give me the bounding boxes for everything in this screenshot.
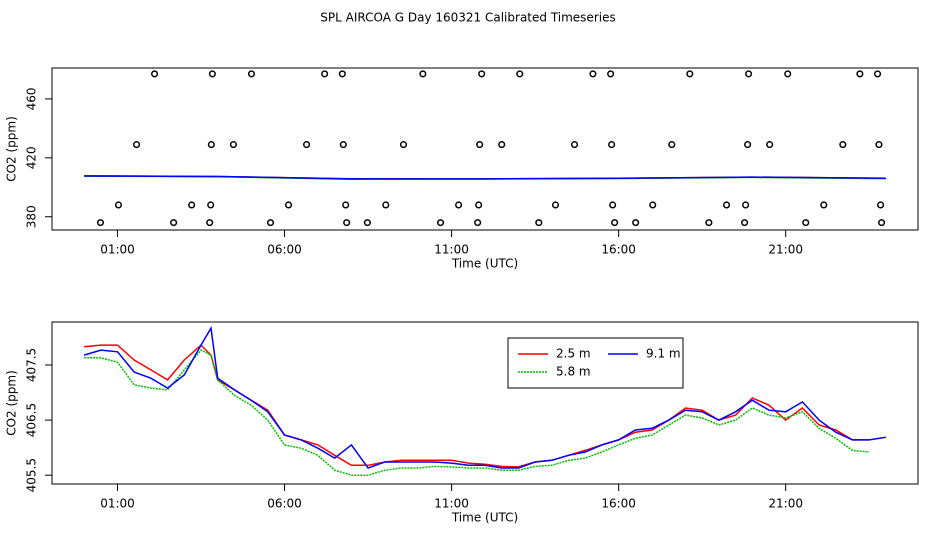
point — [649, 201, 657, 209]
point — [266, 219, 275, 227]
point — [877, 201, 885, 209]
point — [339, 141, 347, 149]
y-tick-label: 380 — [25, 205, 39, 228]
series-line — [84, 175, 886, 180]
point — [745, 70, 753, 78]
legend-label: 5.8 m — [556, 365, 591, 379]
point — [455, 201, 463, 209]
legend-label: 9.1 m — [646, 347, 681, 361]
point — [570, 141, 579, 149]
point — [820, 201, 828, 209]
point — [321, 70, 329, 78]
point — [170, 219, 178, 227]
legend-box — [507, 337, 684, 389]
point — [114, 201, 123, 209]
point — [535, 219, 543, 227]
y-axis-label: CO2 (ppm) — [5, 116, 19, 182]
point — [686, 70, 694, 78]
point — [741, 219, 749, 227]
point — [723, 201, 731, 209]
x-tick-label: 16:00 — [601, 243, 636, 257]
point — [498, 141, 506, 149]
plot-frame — [51, 321, 919, 485]
point — [476, 141, 484, 149]
point — [475, 201, 483, 209]
x-tick-label: 11:00 — [434, 497, 469, 511]
point — [478, 70, 486, 78]
point — [419, 70, 427, 78]
point — [342, 201, 350, 209]
point — [878, 219, 886, 227]
point — [437, 219, 445, 227]
x-tick-label: 21:00 — [768, 243, 803, 257]
point — [802, 219, 810, 227]
point — [338, 70, 346, 78]
plot-frame — [51, 67, 919, 231]
y-tick-label: 420 — [25, 146, 39, 169]
series-line — [84, 349, 870, 476]
point — [705, 219, 713, 227]
point — [399, 141, 408, 149]
point — [551, 201, 560, 209]
point — [875, 141, 883, 149]
point — [303, 141, 311, 149]
x-axis-label: Time (UTC) — [451, 511, 518, 525]
point — [609, 201, 617, 209]
point — [589, 70, 597, 78]
point — [608, 141, 616, 149]
point — [188, 201, 196, 209]
point — [766, 141, 774, 149]
point — [839, 141, 847, 149]
y-tick-label: 460 — [25, 87, 39, 110]
point — [668, 141, 676, 149]
point — [247, 70, 256, 78]
series-line — [84, 344, 870, 468]
point — [343, 219, 351, 227]
point — [382, 201, 390, 209]
point — [744, 141, 752, 149]
y-axis-label: CO2 (ppm) — [5, 370, 19, 436]
chart-title: SPL AIRCOA G Day 160321 Calibrated Times… — [320, 11, 615, 25]
point — [516, 70, 524, 78]
point — [284, 201, 293, 209]
point — [742, 201, 750, 209]
point — [208, 70, 216, 78]
point — [607, 70, 615, 78]
x-tick-label: 06:00 — [267, 243, 302, 257]
point — [207, 201, 215, 209]
x-tick-label: 21:00 — [768, 497, 803, 511]
legend-label: 2.5 m — [556, 347, 591, 361]
point — [229, 141, 237, 149]
point — [856, 70, 864, 78]
point — [611, 219, 619, 227]
point — [96, 219, 104, 227]
x-axis-label: Time (UTC) — [451, 257, 518, 271]
point — [132, 141, 141, 149]
point — [151, 70, 159, 78]
point — [874, 70, 882, 78]
point — [632, 219, 640, 227]
y-tick-label: 407.5 — [25, 348, 39, 382]
point — [207, 141, 215, 149]
x-tick-label: 01:00 — [100, 243, 135, 257]
y-tick-label: 406.5 — [25, 403, 39, 437]
x-tick-label: 11:00 — [434, 243, 469, 257]
x-tick-label: 16:00 — [601, 497, 636, 511]
y-tick-label: 405.5 — [25, 458, 39, 492]
x-tick-label: 01:00 — [100, 497, 135, 511]
series-line — [83, 325, 887, 469]
point — [206, 219, 214, 227]
point — [363, 219, 371, 227]
x-tick-label: 06:00 — [267, 497, 302, 511]
point — [784, 70, 792, 78]
point — [474, 219, 482, 227]
